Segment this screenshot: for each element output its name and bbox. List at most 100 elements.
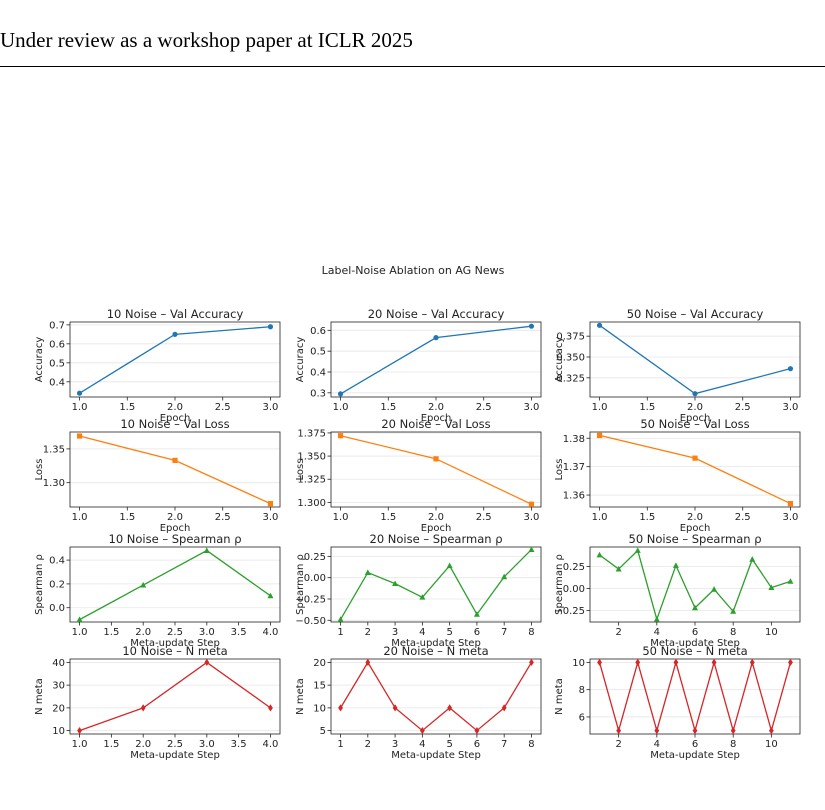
x-tick-label: 5: [446, 627, 452, 638]
x-tick-label: 1.5: [103, 739, 119, 750]
x-tick-label: 3.0: [524, 402, 540, 413]
subplot-2: 20 Noise – Val Accuracy 1.0 1.5 2.0 2.5 3.0 0.…: [295, 307, 542, 424]
y-tick-label: 0.7: [49, 320, 65, 331]
series-line: [79, 549, 271, 621]
data-point: [337, 433, 344, 439]
y-tick-label: 0.2: [49, 579, 65, 590]
plot-frame: [330, 321, 542, 398]
x-tick-label: 6: [692, 627, 698, 638]
y-tick-label: 0.00: [304, 573, 326, 584]
x-axis-label: Meta-update Step: [391, 638, 481, 649]
x-tick-label: 3.0: [263, 512, 279, 523]
data-point: [76, 390, 83, 396]
x-tick-label: 1.0: [72, 512, 88, 523]
data-point: [634, 547, 641, 553]
y-tick-label: 0.4: [49, 556, 65, 567]
x-tick-label: 3.0: [199, 627, 215, 638]
y-tick-label: 20: [313, 658, 326, 669]
x-axis-label: Meta-update Step: [391, 750, 481, 761]
data-point: [474, 726, 480, 735]
data-point: [140, 581, 147, 588]
plot-frame: [330, 546, 542, 623]
x-tick-label: 4.0: [263, 739, 279, 750]
y-tick-label: −0.25: [295, 594, 326, 605]
data-point: [596, 432, 603, 439]
series-line: [340, 435, 532, 505]
y-axis-label: N meta: [295, 678, 306, 715]
series-line: [79, 661, 271, 732]
y-axis-label: Loss: [295, 459, 306, 481]
subplot-1: 10 Noise – Val Accuracy 1.0 1.5 2.0 2.5 3.0 0.…: [34, 307, 281, 424]
x-tick-label: 8: [528, 627, 534, 638]
x-tick-label: 3: [392, 739, 398, 750]
y-tick-label: 1.35: [43, 444, 65, 455]
x-tick-label: 2: [365, 739, 371, 750]
subplot-title: 10 Noise – N meta: [122, 644, 227, 658]
data-point: [76, 616, 83, 623]
data-point: [528, 323, 535, 329]
y-tick-label: 1.350: [297, 452, 326, 463]
data-point: [528, 546, 535, 552]
x-tick-label: 1.5: [103, 627, 119, 638]
data-point: [337, 391, 344, 397]
series-line: [339, 549, 532, 620]
subplot-10: 10 Noise – N meta 1.0 1.5 2.0 2.5 3.0 3.5 4.0 10…: [34, 644, 281, 761]
x-tick-label: 6: [474, 627, 480, 638]
data-point: [268, 704, 273, 712]
y-tick-label: 0.375: [556, 332, 585, 343]
x-tick-label: 2.5: [167, 739, 183, 750]
x-tick-label: 2.5: [735, 512, 751, 523]
x-tick-label: 2.0: [167, 512, 183, 523]
y-tick-label: 0.0: [49, 603, 65, 614]
series-line: [599, 324, 791, 395]
subplot-7: 10 Noise – Spearman ρ 1.0 1.5 2.0 2.5 3.0 3.5 4…: [34, 532, 281, 649]
x-tick-label: 2.5: [215, 402, 231, 413]
x-tick-label: 2.0: [687, 402, 703, 413]
x-tick-label: 3: [392, 627, 398, 638]
x-tick-label: 3.0: [783, 402, 799, 413]
series-line: [79, 435, 271, 505]
y-tick-label: 10: [313, 703, 326, 714]
y-tick-label: 10: [52, 726, 65, 737]
data-point: [338, 704, 343, 712]
x-tick-label: 4: [419, 627, 425, 638]
y-tick-label: 1.37: [563, 462, 585, 473]
subplot-title: 50 Noise – Val Accuracy: [627, 307, 764, 321]
x-tick-label: 10: [765, 739, 778, 750]
data-point: [203, 547, 210, 553]
y-tick-label: 0.4: [310, 368, 326, 379]
x-tick-label: 2: [365, 627, 371, 638]
x-tick-label: 2.5: [476, 402, 492, 413]
figure-suptitle: Label-Noise Ablation on AG News: [322, 264, 505, 277]
data-point: [787, 578, 794, 584]
y-axis-label: Spearman ρ: [34, 554, 45, 615]
x-tick-label: 2.0: [428, 512, 444, 523]
subplot-title: 20 Noise – Val Accuracy: [368, 307, 505, 321]
y-tick-label: 1.38: [563, 434, 585, 445]
data-point: [529, 658, 534, 667]
data-point: [615, 565, 622, 572]
data-point: [768, 726, 774, 735]
x-axis-label: Epoch: [160, 523, 191, 534]
data-point: [749, 658, 755, 667]
y-tick-label: 1.36: [563, 491, 585, 502]
subplot-title: 50 Noise – N meta: [642, 644, 747, 658]
y-tick-label: 40: [52, 658, 65, 669]
data-point: [768, 584, 775, 590]
x-tick-label: 7: [501, 627, 507, 638]
data-point: [692, 604, 698, 611]
y-tick-label: 0.4: [49, 377, 65, 388]
y-tick-label: 15: [313, 681, 326, 692]
y-tick-label: −0.50: [295, 616, 326, 627]
x-tick-label: 4: [654, 627, 660, 638]
data-point: [337, 616, 344, 622]
x-tick-label: 1.5: [119, 512, 135, 523]
data-point: [692, 391, 698, 397]
x-tick-label: 4.0: [263, 627, 279, 638]
y-tick-label: 30: [52, 681, 65, 692]
data-point: [692, 726, 698, 735]
data-point: [730, 726, 736, 735]
series-line: [339, 661, 533, 732]
y-tick-label: 0.3: [310, 388, 326, 399]
y-tick-label: 8: [579, 685, 585, 696]
